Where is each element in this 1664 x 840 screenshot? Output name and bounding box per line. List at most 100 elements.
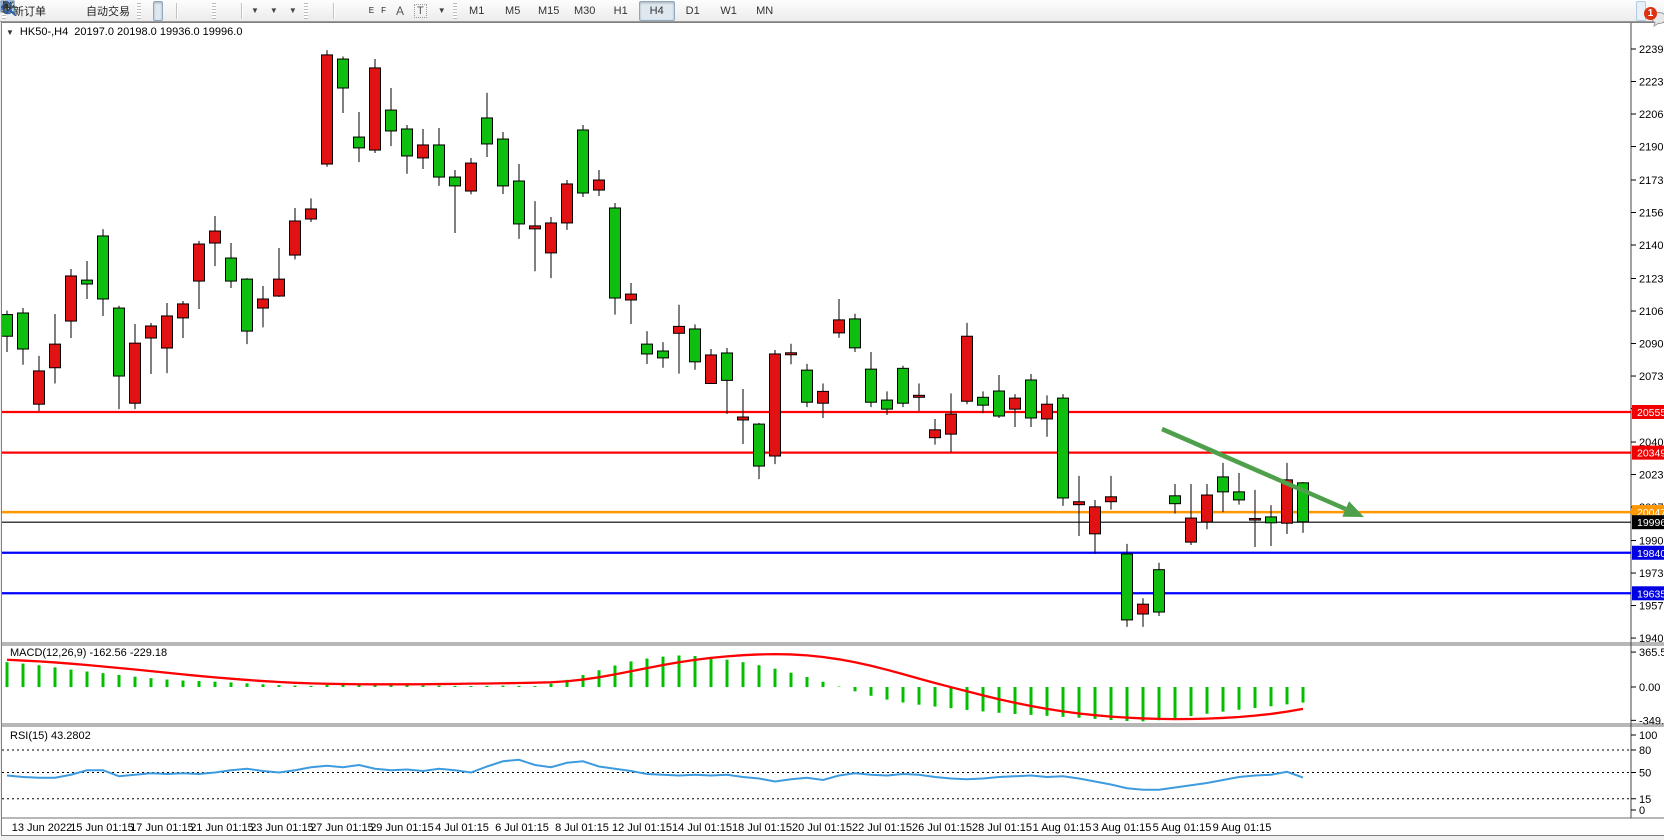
candle-body [481, 117, 493, 145]
rsi-tick-label: 100 [1639, 730, 1657, 742]
arrows-dropdown[interactable]: ▼ [437, 6, 446, 15]
notifications-button[interactable]: 1 [1644, 1, 1664, 27]
auto-trading-button[interactable]: 自动交易 [0, 1, 135, 21]
candle-body [81, 279, 93, 285]
price-badge-label: 19840.9 [1637, 548, 1664, 560]
candle-body [545, 222, 557, 254]
channel-tool-button[interactable]: E [0, 1, 379, 21]
date-axis-label: 21 Jun 01:15 [190, 822, 254, 834]
fibonacci-tool-button[interactable]: F [1, 1, 391, 21]
chart-wizard-button[interactable] [1, 1, 61, 21]
crosshair-tool-button[interactable] [1, 1, 330, 21]
date-axis-label: 18 Jul 01:15 [732, 822, 792, 834]
chart-title-ohlc: 20197.0 20198.0 19936.0 19996.0 [74, 26, 243, 38]
line-chart-mode-button[interactable] [1, 1, 173, 21]
candle-body [17, 312, 29, 350]
chart-canvas[interactable]: 22398.0 22233.0 22068.0 21903.0 21733.0 21568… [2, 23, 1664, 835]
price-tick-label: 20903.0 [1639, 339, 1664, 351]
date-axis-label: 14 Jul 01:15 [672, 822, 732, 834]
text-tool-button[interactable]: A [391, 1, 409, 21]
cursor-tool-button[interactable] [3, 1, 320, 21]
price-badge [1632, 545, 1664, 560]
candle-body [817, 390, 829, 404]
candle-body [1169, 495, 1181, 505]
candle-body [369, 67, 381, 151]
rsi-indicator-label: RSI(15) 43.2802 [10, 730, 91, 742]
candle-body [2, 314, 13, 337]
timeframe-button-mn[interactable]: MN [756, 4, 774, 17]
tile-windows-button[interactable] [1, 1, 210, 21]
candle-chart-mode-button[interactable] [1, 0, 163, 21]
price-tick-label: 19408.0 [1639, 633, 1664, 645]
add-indicator-button[interactable]: ▼ [1, 0, 264, 21]
timeframe-clock-button[interactable]: ▼ [0, 0, 283, 21]
timeframe-group: M1 M5 M15 M30 H1 H4 D1 W1 MN [459, 0, 783, 21]
rsi-line [6, 758, 1304, 791]
candle-body [657, 350, 669, 359]
arrows-tool-button[interactable]: ▼ [2, 1, 451, 21]
zoom-in-button[interactable] [1, 0, 190, 21]
candle-body [929, 429, 941, 439]
templates-button[interactable]: ▼ [0, 0, 302, 21]
candle-body [289, 220, 301, 256]
timeframe-button-d1[interactable]: D1 [685, 4, 700, 17]
candle-body [1137, 603, 1149, 615]
candle-body [833, 319, 845, 334]
price-badge-label: 20555.5 [1637, 407, 1664, 419]
add-indicator-dropdown[interactable]: ▼ [251, 6, 259, 15]
symbol-dropdown-icon[interactable]: ▼ [6, 27, 14, 37]
date-axis-label: 13 Jun 2022 [12, 822, 73, 834]
price-tick-label: 19738.0 [1639, 568, 1664, 580]
price-badge-label: 19996.0 [1637, 517, 1664, 529]
signals-button[interactable] [1, 1, 81, 21]
price-badge [1632, 586, 1664, 601]
candle-body [577, 129, 589, 194]
candle-body [401, 128, 413, 157]
timeframe-button-m1[interactable]: M1 [469, 4, 485, 17]
candle-body [897, 367, 909, 404]
trend-arrow-head[interactable] [1342, 501, 1364, 517]
candle-body [689, 328, 701, 363]
macd-indicator-label: MACD(12,26,9) -162.56 -229.18 [10, 647, 168, 659]
trend-arrow-line[interactable] [1161, 426, 1347, 512]
timeframe-button-w1[interactable]: W1 [720, 4, 737, 17]
price-tick-label: 19573.0 [1639, 601, 1664, 613]
notification-count-badge: 1 [1644, 6, 1657, 20]
candle-body [993, 390, 1005, 417]
price-tick-label: 22233.0 [1639, 77, 1664, 89]
date-axis-strip[interactable] [2, 819, 1664, 835]
candle-body [561, 183, 573, 224]
timeframe-button-m30[interactable]: M30 [573, 4, 596, 17]
timeframe-button-h4[interactable]: H4 [638, 0, 675, 21]
timeframe-button-m5[interactable]: M5 [505, 4, 521, 17]
candle-body [625, 293, 637, 301]
main-toolbar: 新订单 自动交易 ▼ ▼ [0, 0, 1664, 27]
candle-body [1233, 491, 1245, 501]
date-axis-label: 27 Jun 01:15 [310, 822, 374, 834]
price-badge [1632, 445, 1664, 460]
candle-body [513, 180, 525, 225]
text-label-tool-button[interactable]: T [409, 1, 432, 21]
candle-body [225, 257, 237, 282]
timeframe-button-m15[interactable]: M15 [537, 4, 560, 17]
zoom-out-button[interactable] [1, 0, 200, 21]
vertical-line-tool-button[interactable] [4, 1, 347, 21]
trendline-tool-button[interactable] [1, 1, 367, 21]
candle-body [721, 352, 733, 381]
profiles-button[interactable] [1, 0, 71, 21]
search-icon [1, 1, 16, 16]
timeframe-clock-dropdown[interactable]: ▼ [269, 6, 278, 15]
date-axis-label: 23 Jun 01:15 [250, 822, 314, 834]
timeframe-button-h1[interactable]: H1 [613, 4, 628, 17]
templates-dropdown[interactable]: ▼ [288, 6, 297, 15]
candle-body [49, 343, 61, 369]
horizontal-line-tool-button[interactable] [1, 1, 357, 21]
bar-chart-mode-button[interactable] [1, 1, 153, 21]
chart-window[interactable]: ▼ HK50-,H4 20197.0 20198.0 19936.0 19996… [1, 22, 1664, 836]
chart-shift-button[interactable] [1, 1, 238, 21]
price-badge [1632, 515, 1664, 530]
candle-body [977, 396, 989, 406]
auto-scroll-button[interactable] [1, 1, 228, 21]
candle-body [273, 278, 285, 297]
candle-body [209, 230, 221, 244]
